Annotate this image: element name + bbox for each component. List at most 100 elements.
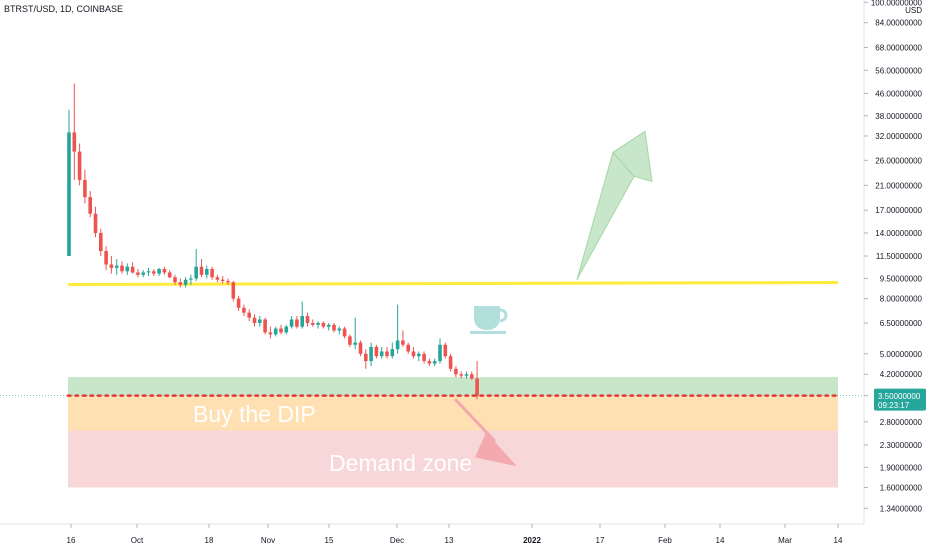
price-tick-label: 56.00000000 [875,66,922,75]
candle-body [268,332,273,335]
support-line [67,281,839,287]
price-tick-label: 84.00000000 [875,19,922,28]
candle-body [289,319,294,327]
candle-body [252,317,257,324]
candle [210,266,214,280]
price-tick-label: 2.30000000 [880,441,923,450]
candle [167,270,172,279]
candle-body [321,323,326,327]
candle-body [247,312,251,318]
candle-body [136,272,140,275]
candle-body [157,268,161,274]
candle-body [273,328,278,335]
candle-body [295,319,299,327]
time-tick-label: Dec [390,536,404,545]
candle [438,338,442,364]
price-tick-label: 68.00000000 [875,44,922,53]
price-tick-label: 11.50000000 [876,252,923,261]
candle [236,295,241,311]
candle-body [332,324,336,331]
candle-body [459,374,463,376]
candle [226,278,230,285]
candle-body [475,378,479,396]
price-tick-label: 2.80000000 [880,418,923,427]
candle-body [342,328,347,337]
candle-body [83,179,87,198]
symbol-title: BTRST/USD, 1D, COINBASE [4,4,124,14]
candle [305,312,310,327]
candle [379,346,384,359]
candle-body [220,279,225,281]
candle [475,361,479,400]
candle [289,315,294,329]
candle [353,317,357,350]
candle-body [231,282,236,299]
candle [432,358,437,367]
candle [242,304,246,316]
candle-body [236,298,241,308]
candle-body [210,268,214,278]
candle [332,323,336,333]
candle-body [369,346,373,362]
time-tick-label: 15 [325,536,334,545]
candle-body [67,132,71,257]
candle-body [72,132,77,152]
candles-layer [67,83,479,400]
candle-body [279,328,283,333]
buy-the-dip-label: Buy the DIP [193,401,316,427]
time-tick-label: Feb [658,536,672,545]
candle-body [417,353,421,357]
price-tick-label: 9.50000000 [880,274,923,283]
candle [189,274,193,285]
candle-body [353,342,357,345]
candle-body [130,266,135,273]
candle [146,267,151,277]
last-price-value: 3.50000000 [878,392,921,401]
candle [162,266,167,275]
candle [348,334,352,347]
candle-body [379,351,384,357]
candle [125,263,130,275]
time-axis[interactable]: 16 Oct 18 Nov 15 Dec 13 2022 17 Feb 14 Mar 14 [0,523,864,545]
candle-body [109,264,114,268]
time-tick-label: Nov [261,536,275,545]
candle [448,353,453,372]
candle [258,315,262,327]
candle [194,249,198,281]
candle [358,340,363,357]
last-price-countdown: 09:23:17 [878,401,910,410]
candle [157,267,161,277]
time-tick-label: 18 [205,536,214,545]
price-tick-label: 17.00000000 [875,206,922,215]
candle-body [114,265,119,268]
candle-body [125,266,130,272]
candle-body [422,353,426,362]
candle-body [99,232,103,252]
candle [337,326,342,335]
price-tick-label: 4.20000000 [880,370,923,379]
candle-body [358,342,363,354]
support-layer [67,281,839,287]
price-tick-label: 1.34000000 [880,504,923,513]
candle [369,342,373,367]
candle-body [88,197,92,214]
time-tick-label: Oct [131,536,144,545]
candle-body [300,315,304,327]
candle [152,268,156,277]
time-tick-label: 2022 [523,536,541,545]
candle-body [427,361,432,364]
candle-body [178,282,183,285]
candle-body [448,356,453,369]
price-tick-label: 5.00000000 [880,350,923,359]
arrows-layer [453,130,653,467]
price-axis[interactable]: 100.00000000 84.00000000 68.00000000 56.000… [863,0,923,524]
candle [385,346,389,359]
candle-body [77,151,82,180]
candle-body [311,323,315,325]
candle [284,324,289,335]
up-projection-arrow-head [612,130,653,182]
demand-zone-label: Demand zone [329,450,472,476]
candle-body [401,340,405,345]
candle [273,326,278,337]
